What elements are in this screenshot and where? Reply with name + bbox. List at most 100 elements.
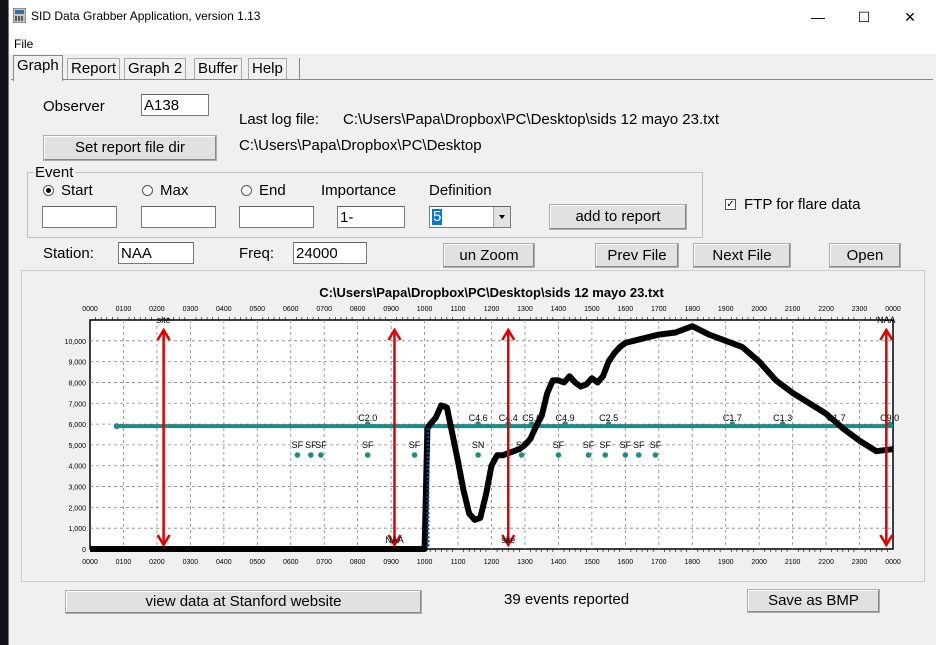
freq-input[interactable]: 24000 (293, 242, 367, 264)
event-marker-label: C1.3 (773, 413, 792, 423)
importance-input[interactable]: 1- (337, 206, 405, 228)
definition-dropdown-button[interactable] (493, 207, 510, 227)
ftp-checkbox[interactable]: ✓ (725, 199, 736, 210)
y-tick-label: 2,000 (68, 505, 86, 512)
tab-graph[interactable]: Graph (13, 55, 63, 81)
ftp-label: FTP for flare data (744, 196, 861, 213)
max-radio[interactable] (142, 185, 153, 196)
observer-input[interactable]: A138 (141, 94, 209, 116)
event-marker-dot (585, 452, 592, 458)
event-marker-label: SF (315, 440, 327, 450)
event-marker-label: C9.0 (880, 413, 899, 423)
event-marker-label: SF (409, 440, 421, 450)
start-radio[interactable] (43, 185, 54, 196)
x-tick-label-bottom: 0000 (885, 559, 901, 566)
x-tick-label-top: 1400 (551, 306, 567, 313)
red-arrow-head-down (156, 534, 171, 548)
event-marker-label: SF (620, 440, 632, 450)
red-arrow-label: NAA (877, 315, 896, 325)
x-tick-label-bottom: 1900 (718, 559, 734, 566)
freq-label: Freq: (239, 245, 275, 262)
stanford-button[interactable]: view data at Stanford website (65, 590, 422, 614)
red-arrow-head-up (156, 327, 171, 341)
x-tick-label-bottom: 1200 (484, 559, 500, 566)
last-log-path: C:\Users\Papa\Dropbox\PC\Desktop\sids 12… (343, 111, 719, 128)
event-marker-label: SF (292, 440, 304, 450)
window-title: SID Data Grabber Application, version 1.… (31, 9, 261, 23)
event-marker-dot (562, 421, 568, 427)
x-tick-label-bottom: 2000 (751, 559, 767, 566)
x-tick-label-bottom: 2100 (785, 559, 801, 566)
event-marker-dot (729, 421, 736, 427)
y-tick-label: 10,000 (65, 339, 87, 346)
event-marker-dot (602, 452, 609, 458)
x-tick-label-top: 1600 (618, 306, 634, 313)
y-tick-label: 4,000 (68, 464, 86, 471)
event-marker-dot (652, 452, 659, 458)
red-arrow-head-down (879, 534, 894, 548)
x-tick-label-bottom: 1100 (451, 559, 466, 566)
event-marker-label: C1.7 (827, 413, 846, 423)
tab-graph-2[interactable]: Graph 2 (124, 58, 187, 80)
x-tick-label-bottom: 0600 (283, 559, 299, 566)
y-tick-label: 5,000 (68, 443, 86, 450)
max-time-input[interactable] (141, 206, 216, 228)
event-marker-dot (411, 452, 418, 458)
x-tick-label-bottom: 0100 (116, 559, 132, 566)
red-arrow-label: NAA (385, 535, 404, 545)
event-marker-dot (308, 452, 314, 458)
event-marker-dot (475, 452, 481, 458)
x-tick-label-top: 2000 (751, 306, 767, 313)
importance-label: Importance (321, 182, 397, 199)
start-time-input[interactable] (42, 206, 117, 228)
end-label: End (259, 182, 286, 199)
maximize-button[interactable]: ☐ (857, 9, 871, 25)
signal-curve (90, 323, 894, 552)
x-tick-label-top: 0600 (283, 306, 299, 313)
end-time-input[interactable] (239, 206, 314, 228)
event-marker-dot (635, 452, 642, 458)
open-button[interactable]: Open (829, 243, 901, 268)
x-tick-label-top: 0000 (885, 306, 901, 313)
red-arrow-head-down (501, 534, 516, 548)
x-tick-label-top: 1800 (684, 306, 700, 313)
x-tick-label-bottom: 1400 (551, 559, 567, 566)
chart-area[interactable]: C:\Users\Papa\Dropbox\PC\Desktop\sids 12… (21, 270, 925, 582)
add-to-report-button[interactable]: add to report (549, 204, 687, 230)
event-marker-label: SF (650, 440, 662, 450)
minimize-button[interactable]: — (811, 9, 825, 25)
x-tick-label-top: 1300 (517, 306, 533, 313)
tab-report[interactable]: Report (67, 58, 121, 80)
y-tick-label: 1,000 (68, 526, 86, 533)
events-reported: 39 events reported (504, 591, 630, 608)
station-input[interactable]: NAA (118, 242, 194, 264)
x-tick-label-bottom: 0700 (316, 559, 332, 566)
menu-bar: File (9, 34, 936, 54)
chart-title: C:\Users\Papa\Dropbox\PC\Desktop\sids 12… (319, 285, 664, 300)
prev-file-button[interactable]: Prev File (595, 243, 679, 268)
tab-help[interactable]: Help (248, 58, 287, 80)
event-marker-label: C4.9 (556, 413, 575, 423)
x-tick-label-top: 1500 (584, 306, 600, 313)
next-file-button[interactable]: Next File (693, 243, 791, 268)
unzoom-button[interactable]: un Zoom (443, 243, 535, 268)
x-tick-label-top: 0100 (116, 306, 132, 313)
x-tick-label-top: 2100 (785, 306, 801, 313)
menu-file[interactable]: File (14, 37, 34, 51)
close-button[interactable]: ✕ (904, 9, 916, 25)
tab-buffer[interactable]: Buffer (194, 58, 242, 80)
event-marker-dot (475, 421, 481, 427)
teal-line-endpoint (113, 423, 120, 430)
definition-select[interactable]: 5 (429, 206, 511, 228)
event-marker-dot (294, 452, 301, 458)
station-label: Station: (43, 245, 94, 262)
y-tick-label: 7,000 (68, 401, 86, 408)
x-tick-label-bottom: 1000 (417, 559, 433, 566)
max-label: Max (160, 182, 189, 199)
end-radio[interactable] (241, 185, 252, 196)
application-window: SID Data Grabber Application, version 1.… (8, 0, 936, 645)
set-report-dir-button[interactable]: Set report file dir (43, 135, 217, 161)
event-marker-dot (605, 421, 612, 427)
save-bmp-button[interactable]: Save as BMP (747, 589, 880, 613)
x-tick-label-bottom: 2200 (818, 559, 834, 566)
